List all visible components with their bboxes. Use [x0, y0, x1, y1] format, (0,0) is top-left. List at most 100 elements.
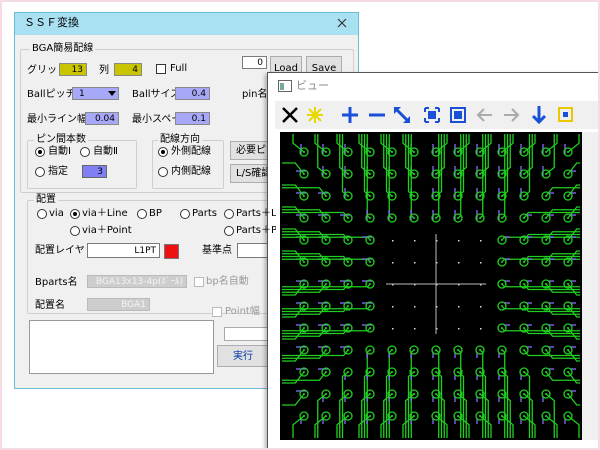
pad-center	[391, 173, 393, 175]
radio[interactable]	[224, 209, 234, 219]
option-label: Parts＋L	[236, 208, 276, 219]
pad-center	[523, 415, 525, 417]
pad-center	[369, 393, 371, 395]
min-space-value[interactable]: 0.1	[175, 112, 210, 125]
pad	[519, 257, 529, 267]
pad	[343, 345, 353, 355]
select-icon[interactable]	[558, 107, 573, 122]
pad	[541, 235, 551, 245]
trace	[523, 305, 580, 313]
trace	[501, 305, 580, 310]
pad-center	[413, 173, 415, 175]
radio[interactable]	[35, 167, 45, 177]
pad-center	[413, 393, 415, 395]
pad-center	[413, 195, 415, 197]
pad	[343, 323, 353, 333]
radio[interactable]	[70, 209, 80, 219]
pad-center	[413, 415, 415, 417]
pad	[519, 367, 529, 377]
pad	[475, 367, 485, 377]
board-canvas[interactable]	[280, 132, 582, 440]
ls-check-button[interactable]: L/S確認	[230, 164, 272, 183]
grid-dot	[414, 240, 416, 242]
radio[interactable]	[158, 147, 168, 157]
highlight-icon[interactable]	[307, 107, 323, 123]
pad	[365, 257, 375, 267]
pad-center	[479, 415, 481, 417]
pad	[343, 367, 353, 377]
grid-dot	[458, 328, 460, 330]
pad-center	[347, 283, 349, 285]
back-icon[interactable]	[476, 108, 492, 122]
close-button[interactable]	[336, 17, 348, 29]
ball-size-value[interactable]: 0.4	[175, 87, 210, 100]
pad-center	[369, 327, 371, 329]
pad	[365, 301, 375, 311]
trace	[363, 371, 371, 438]
pad	[475, 345, 485, 355]
pad	[519, 345, 529, 355]
trace	[567, 206, 580, 219]
trace	[523, 415, 536, 438]
radio[interactable]	[70, 226, 80, 236]
pad	[343, 147, 353, 157]
grid-dot	[436, 306, 438, 308]
columns-value[interactable]: 4	[114, 63, 142, 76]
pad	[343, 213, 353, 223]
pad	[365, 191, 375, 201]
zoom-all-icon[interactable]	[450, 107, 466, 123]
required-pin-button[interactable]: 必要ピン	[230, 141, 272, 160]
checkbox[interactable]	[156, 64, 166, 74]
radio[interactable]	[180, 209, 190, 219]
pitch-dropdown[interactable]: 1	[72, 87, 119, 100]
radio[interactable]	[158, 167, 168, 177]
trace	[282, 283, 371, 288]
trace	[523, 393, 533, 438]
pad	[563, 213, 573, 223]
pad	[409, 169, 419, 179]
option-label: BP	[149, 208, 162, 219]
pad	[343, 169, 353, 179]
pad	[343, 235, 353, 245]
layer-color[interactable]	[164, 244, 179, 259]
pad-center	[413, 151, 415, 153]
grid-value[interactable]: 13	[59, 63, 87, 76]
pad-center	[413, 371, 415, 373]
radio[interactable]	[137, 209, 147, 219]
pad-center	[501, 349, 503, 351]
pad	[387, 345, 397, 355]
down-icon[interactable]	[531, 106, 547, 125]
radio[interactable]	[224, 226, 234, 236]
pad-center	[567, 195, 569, 197]
trace	[567, 371, 580, 384]
radio[interactable]	[80, 147, 90, 157]
trace	[501, 283, 580, 288]
pad	[431, 169, 441, 179]
radio[interactable]	[35, 147, 45, 157]
pad	[563, 147, 573, 157]
layer-input[interactable]: L1PT	[87, 243, 160, 258]
pad	[497, 345, 507, 355]
option-label: via＋Point	[82, 225, 132, 236]
pad-center	[545, 151, 547, 153]
label: 列	[99, 65, 109, 76]
run-button[interactable]: 実行	[217, 345, 269, 367]
min-line-value[interactable]: 0.04	[85, 112, 119, 125]
pad	[475, 147, 485, 157]
zoom-box-icon[interactable]	[424, 107, 440, 123]
trace	[282, 393, 305, 406]
zoom-in-icon[interactable]	[342, 107, 358, 123]
manual-value[interactable]: 3	[82, 165, 107, 178]
forward-icon[interactable]	[504, 108, 520, 122]
close-view-icon[interactable]	[282, 107, 298, 123]
pad	[563, 169, 573, 179]
pad	[541, 213, 551, 223]
trace	[336, 415, 349, 438]
pad-center	[347, 151, 349, 153]
pad-center	[347, 415, 349, 417]
pad	[541, 279, 551, 289]
trace	[435, 415, 448, 438]
fit-icon[interactable]	[393, 106, 411, 124]
radio[interactable]	[37, 209, 47, 219]
count-input[interactable]: 0	[242, 56, 267, 69]
